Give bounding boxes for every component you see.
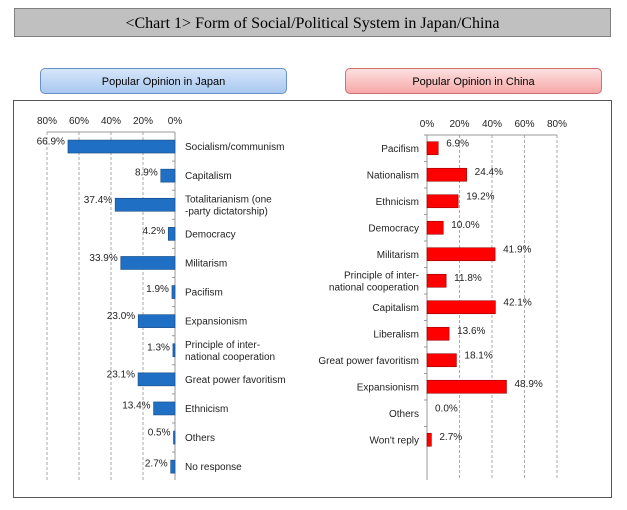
- japan-category-label: Socialism/communism: [185, 142, 284, 153]
- japan-category-label: Democracy: [185, 229, 236, 240]
- japan-bar: [173, 430, 176, 445]
- china-data-label: 19.2%: [466, 191, 494, 202]
- japan-category-label: national cooperation: [185, 352, 275, 363]
- china-data-label: 42.1%: [503, 297, 531, 308]
- japan-bar: [160, 168, 176, 183]
- japan-data-label: 37.4%: [84, 195, 112, 206]
- japan-category-label: Pacifism: [185, 288, 223, 299]
- chart-frame: [13, 100, 612, 498]
- china-category-label: national cooperation: [329, 282, 419, 293]
- china-tick-label: 0%: [420, 119, 435, 130]
- japan-tick-label: 80%: [37, 116, 57, 127]
- china-tick-label: 20%: [449, 119, 469, 130]
- japan-bar: [114, 197, 176, 212]
- japan-category-label: Capitalism: [185, 171, 232, 182]
- china-bar: [426, 353, 457, 368]
- japan-data-label: 23.0%: [107, 311, 135, 322]
- japan-bar: [153, 401, 176, 416]
- japan-category-label: -party dictatorship): [185, 206, 268, 217]
- china-bar: [426, 194, 459, 209]
- chart-title: <Chart 1> Form of Social/Political Syste…: [14, 8, 611, 37]
- japan-bar: [170, 459, 176, 474]
- japan-data-label: 0.5%: [148, 428, 171, 439]
- japan-data-label: 1.9%: [146, 284, 169, 295]
- china-data-label: 2.7%: [439, 432, 462, 443]
- japan-category-label: No response: [185, 462, 242, 473]
- japan-data-label: 2.7%: [145, 459, 168, 470]
- china-category-label: Capitalism: [372, 303, 419, 314]
- china-data-label: 41.9%: [503, 244, 531, 255]
- japan-tick-label: 0%: [168, 116, 183, 127]
- japan-tick-label: 40%: [101, 116, 121, 127]
- japan-category-label: Ethnicism: [185, 404, 228, 415]
- china-data-label: 0.0%: [435, 403, 458, 414]
- china-bar: [426, 379, 507, 394]
- japan-bar: [67, 139, 176, 154]
- china-category-label: Won't reply: [369, 435, 419, 446]
- japan-bar: [167, 227, 176, 241]
- japan-bar: [137, 372, 176, 387]
- china-category-label: Nationalism: [367, 170, 419, 181]
- china-data-label: 11.8%: [454, 273, 482, 284]
- japan-data-label: 33.9%: [89, 253, 117, 264]
- china-data-label: 6.9%: [446, 138, 469, 149]
- china-category-label: Liberalism: [373, 329, 419, 340]
- japan-category-label: Others: [185, 433, 215, 444]
- china-category-label: Ethnicism: [376, 197, 419, 208]
- japan-category-label: Expansionism: [185, 317, 247, 328]
- japan-bar: [120, 256, 176, 270]
- china-data-label: 10.0%: [451, 220, 479, 231]
- china-bar: [426, 432, 432, 447]
- china-data-label: 13.6%: [457, 326, 485, 337]
- japan-data-label: 66.9%: [37, 137, 65, 148]
- china-bar: [426, 167, 467, 182]
- china-category-label: Militarism: [377, 250, 419, 261]
- china-category-label: Principle of inter-: [344, 270, 419, 281]
- china-category-label: Democracy: [368, 223, 419, 234]
- japan-category-label: Principle of inter-: [185, 340, 260, 351]
- china-tick-label: 80%: [547, 119, 567, 130]
- japan-bar: [171, 285, 176, 299]
- japan-chart-label: Popular Opinion in Japan: [40, 68, 287, 94]
- china-category-label: Great power favoritism: [318, 356, 419, 367]
- china-bar: [426, 326, 450, 341]
- japan-category-label: Militarism: [185, 258, 227, 269]
- japan-data-label: 23.1%: [107, 369, 135, 380]
- japan-tick-label: 60%: [69, 116, 89, 127]
- china-bar: [426, 220, 444, 235]
- china-data-label: 18.1%: [464, 350, 492, 361]
- china-data-label: 24.4%: [475, 167, 503, 178]
- japan-data-label: 8.9%: [135, 168, 158, 179]
- japan-tick-label: 20%: [133, 116, 153, 127]
- china-bar: [426, 300, 496, 315]
- china-bar: [426, 141, 439, 156]
- china-chart-label: Popular Opinion in China: [345, 68, 602, 94]
- china-category-label: Pacifism: [381, 144, 419, 155]
- japan-category-label: Totalitarianism (one: [185, 194, 272, 205]
- china-tick-label: 60%: [514, 119, 534, 130]
- japan-bar: [137, 314, 176, 328]
- china-bar: [426, 273, 447, 288]
- china-category-label: Expansionism: [357, 382, 419, 393]
- japan-bar: [172, 343, 176, 358]
- japan-category-label: Great power favoritism: [185, 375, 286, 386]
- china-tick-label: 40%: [482, 119, 502, 130]
- china-bar: [426, 247, 496, 262]
- japan-data-label: 13.4%: [122, 400, 150, 411]
- china-category-label: Others: [389, 409, 419, 420]
- japan-data-label: 1.3%: [147, 342, 170, 353]
- japan-data-label: 4.2%: [142, 226, 165, 237]
- china-data-label: 48.9%: [514, 379, 542, 390]
